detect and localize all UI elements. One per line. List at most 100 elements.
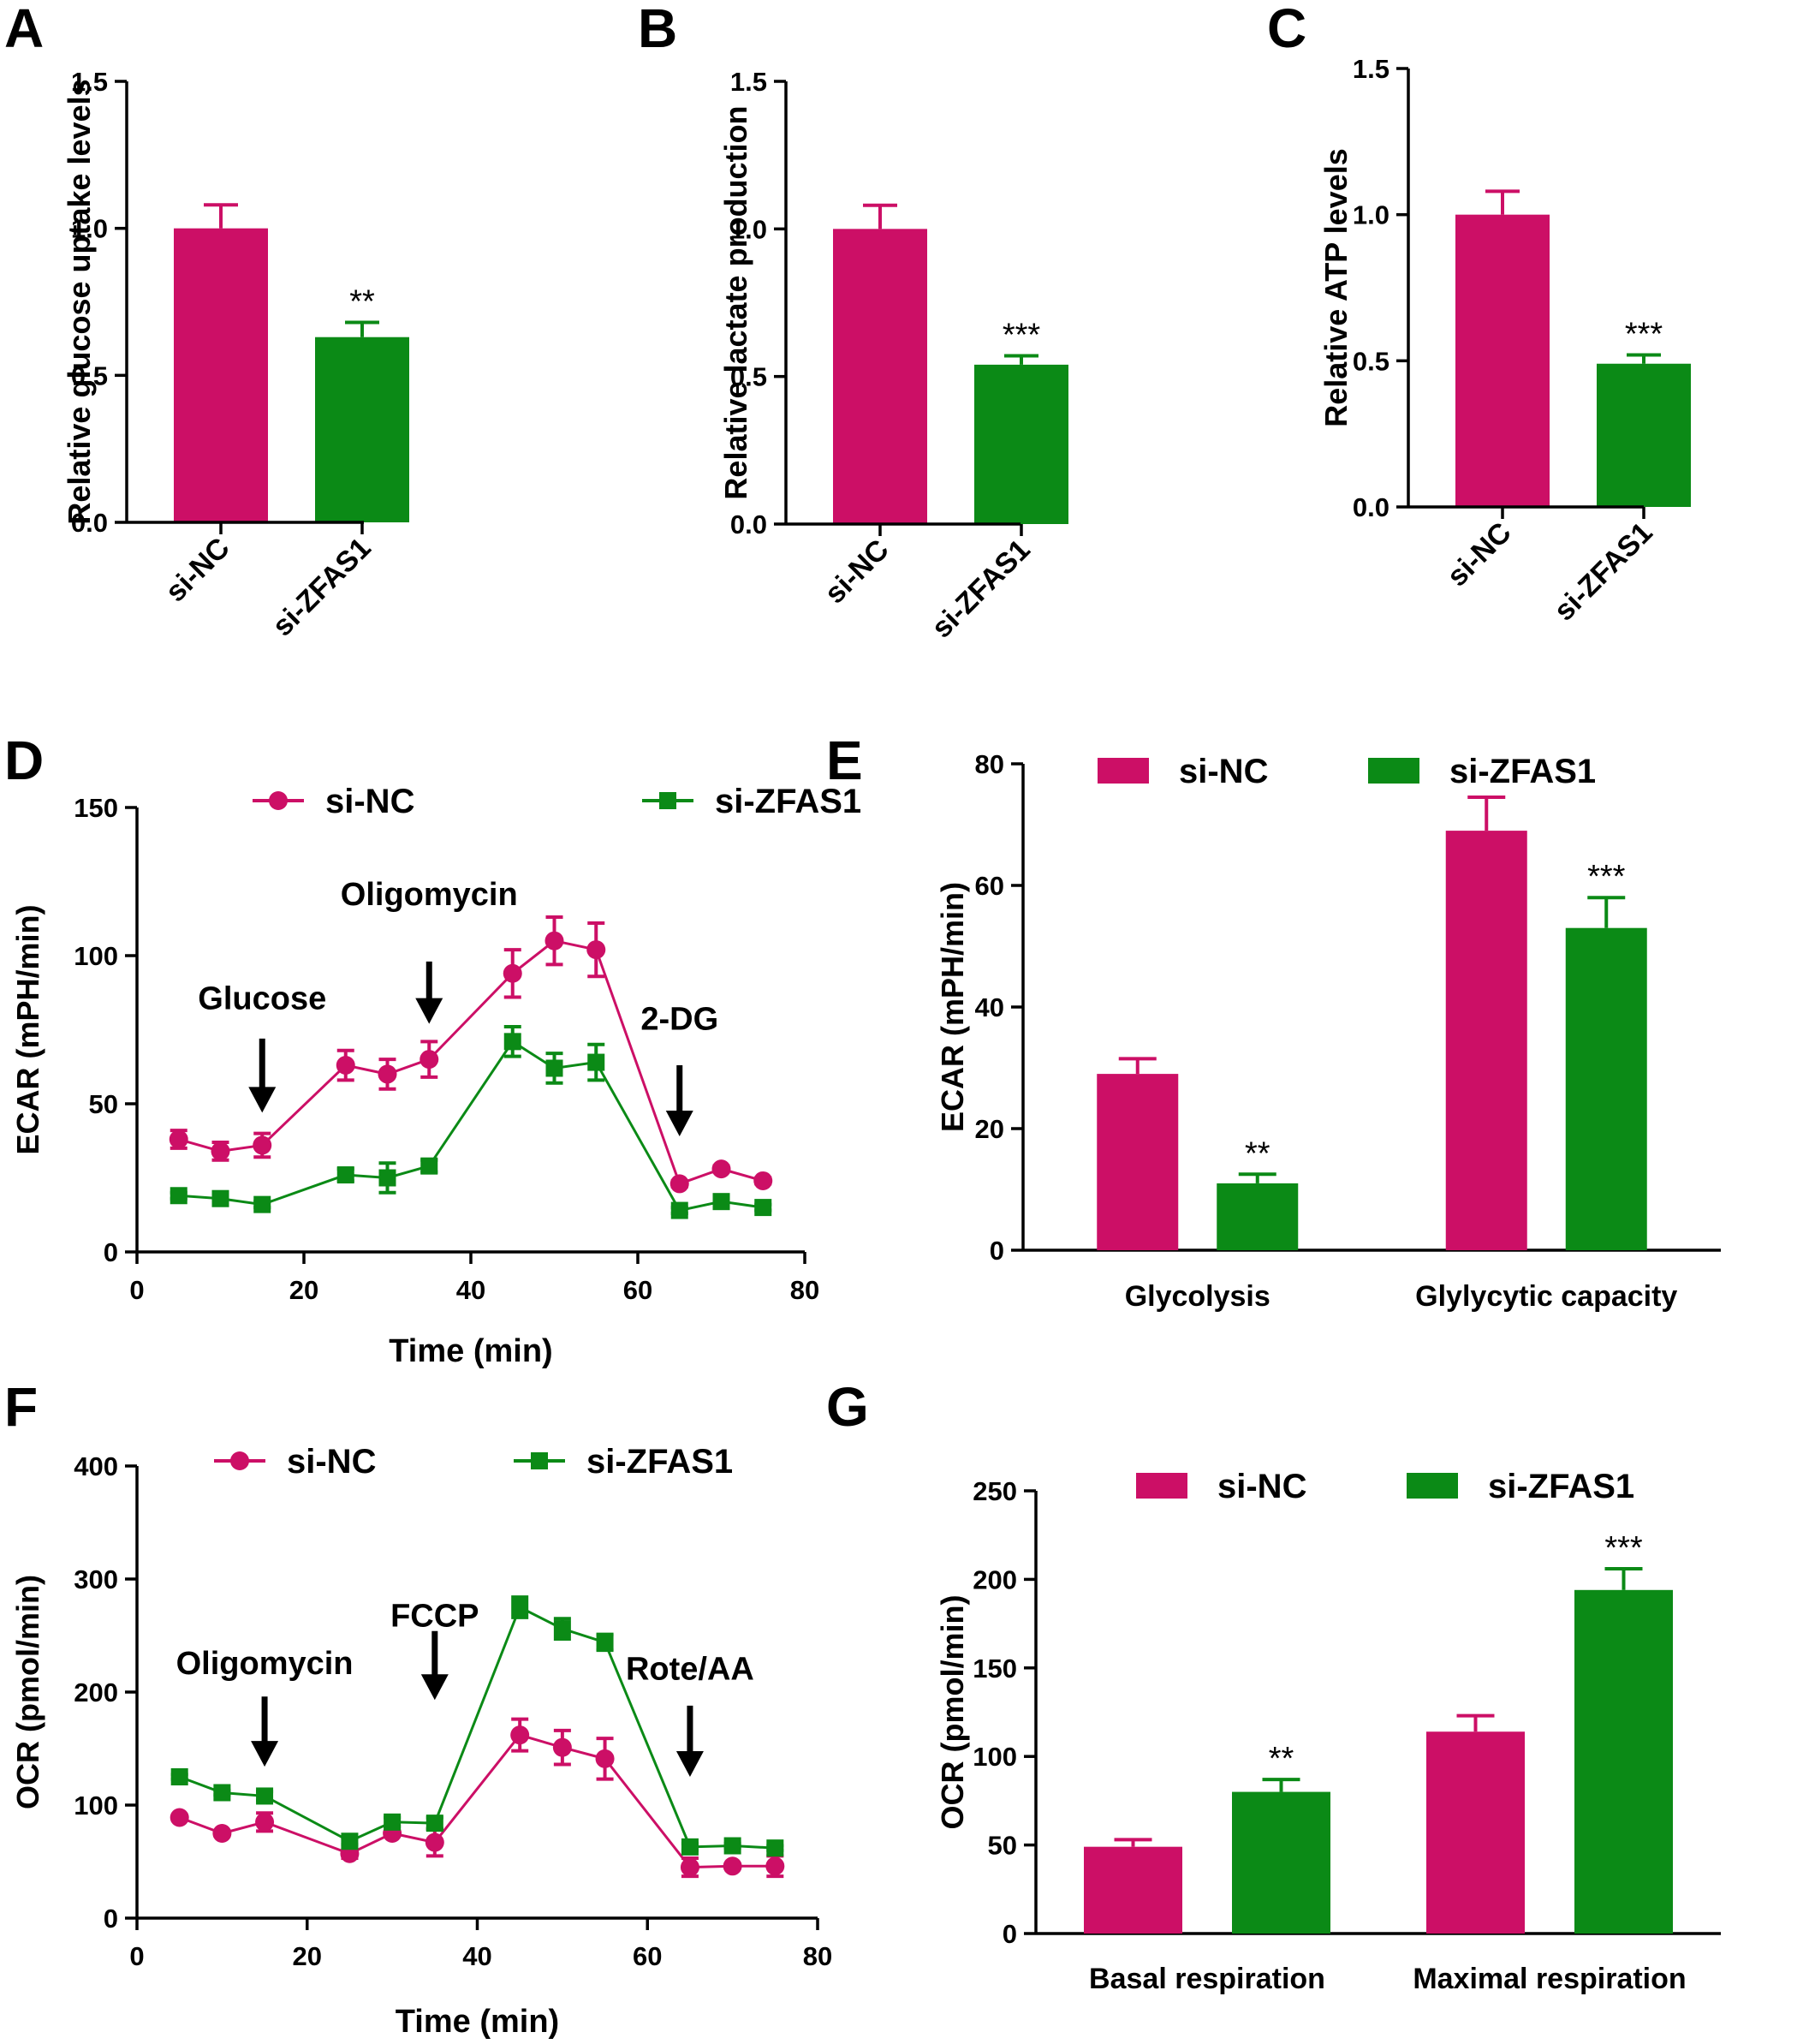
- panel-e: 0 20 40 60 80 ECAR (mPH/min) E ** Glycolysis *** G…: [826, 730, 1721, 1313]
- panel-f: 0 100 200 300 400 OCR (pmol/min) F 0 20 40 60 80 Tim…: [4, 1376, 832, 2040]
- legend-marker: [230, 1451, 249, 1470]
- x-tick-label: 0: [129, 1275, 144, 1305]
- y-axis-label: OCR (pmol/min): [935, 1595, 970, 1830]
- data-point-si-NC: [169, 1129, 188, 1149]
- data-point-si-NC: [425, 1832, 444, 1852]
- y-tick-label: 0: [1003, 1919, 1017, 1949]
- data-point-si-ZFAS1: [596, 1633, 614, 1651]
- bar-si-NC: [1426, 1731, 1525, 1934]
- annotation-label: Oligomycin: [341, 877, 518, 913]
- data-point-si-NC: [255, 1812, 275, 1832]
- panel-b: 0.0 0.5 1.0 1.5 Relative lactate production B…: [638, 0, 1068, 645]
- data-point-si-ZFAS1: [723, 1837, 741, 1855]
- significance-label: ***: [1587, 859, 1626, 895]
- bar-si-ZFAS1: [1217, 1183, 1299, 1250]
- data-point-si-ZFAS1: [670, 1201, 688, 1219]
- y-tick-label: 0.5: [1353, 346, 1389, 376]
- x-tick-label: 60: [633, 1941, 662, 1971]
- significance-label: **: [1245, 1135, 1270, 1171]
- y-axis-label: Relative lactate production: [718, 105, 753, 499]
- y-tick-label: 1.0: [1353, 200, 1389, 230]
- data-point-si-ZFAS1: [587, 1053, 605, 1071]
- y-tick-label: 0.0: [71, 508, 108, 538]
- data-point-si-NC: [753, 1171, 773, 1190]
- x-category-label: Glylycytic capacity: [1415, 1280, 1677, 1313]
- legend-swatch: [1136, 1473, 1187, 1499]
- legend-label: si-ZFAS1: [1488, 1468, 1634, 1505]
- y-axis-label: ECAR (mPH/min): [935, 882, 970, 1132]
- y-tick-label: 1.5: [730, 67, 767, 97]
- y-tick-label: 150: [74, 793, 118, 823]
- legend-label: si-NC: [325, 783, 414, 820]
- x-tick-label: 40: [462, 1941, 491, 1971]
- bar-si-ZFAS1: [1597, 363, 1691, 507]
- x-axis-label: Time (min): [396, 2004, 559, 2040]
- x-tick-label: 0: [129, 1941, 144, 1971]
- data-point-si-NC: [595, 1749, 615, 1768]
- y-tick-label: 1.0: [71, 214, 108, 244]
- data-point-si-NC: [336, 1056, 355, 1076]
- data-point-si-NC: [253, 1135, 272, 1155]
- arrow-head: [420, 1674, 449, 1701]
- annotation-label: 2-DG: [640, 1002, 718, 1038]
- panel-c: 0.0 0.5 1.0 1.5 Relative ATP levels Csi-NC ***…: [1267, 0, 1691, 628]
- y-tick-label: 100: [74, 941, 118, 971]
- data-point-si-ZFAS1: [256, 1787, 274, 1805]
- bar-si-NC: [833, 229, 927, 524]
- y-tick-label: 0: [104, 1237, 118, 1267]
- bar-si-ZFAS1: [974, 364, 1068, 524]
- y-tick-label: 150: [973, 1654, 1017, 1683]
- data-point-si-ZFAS1: [253, 1195, 271, 1213]
- data-point-si-ZFAS1: [336, 1166, 354, 1184]
- y-axis-label: Relative glucose uptake levels: [62, 79, 97, 524]
- data-point-si-ZFAS1: [170, 1187, 187, 1205]
- data-point-si-ZFAS1: [420, 1157, 438, 1175]
- y-tick-label: 20: [975, 1114, 1004, 1144]
- panel-g: 0 50 100 150 200 250 OCR (pmol/min) G ** Basal re…: [826, 1376, 1721, 1995]
- arrow-head: [251, 1741, 279, 1767]
- data-point-si-ZFAS1: [378, 1169, 396, 1187]
- y-tick-label: 0.0: [730, 510, 767, 539]
- data-point-si-ZFAS1: [170, 1768, 188, 1785]
- panel-label: F: [4, 1376, 38, 1438]
- panel-d: 0 50 100 150 ECAR (mPH/min) D 0 20 40 60 80 Time (m…: [4, 730, 861, 1369]
- legend-label: si-ZFAS1: [715, 783, 861, 820]
- x-category-label: si-NC: [818, 533, 896, 611]
- legend-label: si-NC: [1217, 1468, 1306, 1505]
- y-tick-label: 300: [74, 1564, 118, 1594]
- panel-label: D: [4, 730, 44, 791]
- arrow-head: [248, 1087, 277, 1113]
- data-point-si-ZFAS1: [503, 1033, 521, 1051]
- y-tick-label: 0.5: [71, 361, 108, 390]
- data-point-si-NC: [212, 1824, 232, 1843]
- x-category-label: Basal respiration: [1089, 1963, 1325, 1995]
- significance-label: ***: [1625, 317, 1663, 353]
- y-axis-label: ECAR (mPH/min): [10, 904, 45, 1154]
- panel-label: B: [638, 0, 677, 59]
- x-category-label: si-NC: [1441, 516, 1518, 593]
- significance-label: **: [1269, 1741, 1294, 1777]
- x-tick-label: 20: [289, 1275, 318, 1305]
- data-point-si-NC: [669, 1174, 689, 1194]
- legend-marker: [531, 1452, 548, 1469]
- bar-si-NC: [1084, 1846, 1182, 1934]
- data-point-si-NC: [211, 1141, 230, 1161]
- legend-label: si-NC: [1179, 753, 1268, 790]
- arrow-head: [665, 1111, 693, 1137]
- legend-label: si-ZFAS1: [586, 1443, 733, 1481]
- panel-label: G: [826, 1376, 869, 1438]
- data-point-si-ZFAS1: [511, 1599, 529, 1616]
- data-point-si-ZFAS1: [553, 1620, 571, 1638]
- y-tick-label: 250: [973, 1476, 1017, 1506]
- y-tick-label: 0.0: [1353, 492, 1389, 522]
- data-point-si-ZFAS1: [213, 1784, 231, 1802]
- legend-swatch: [1368, 758, 1419, 784]
- data-point-si-NC: [723, 1856, 742, 1876]
- data-point-si-ZFAS1: [681, 1838, 699, 1856]
- significance-label: **: [349, 284, 375, 320]
- data-point-si-NC: [544, 931, 564, 950]
- panel-label: A: [4, 0, 44, 59]
- y-tick-label: 400: [74, 1451, 118, 1481]
- y-tick-label: 80: [975, 749, 1004, 779]
